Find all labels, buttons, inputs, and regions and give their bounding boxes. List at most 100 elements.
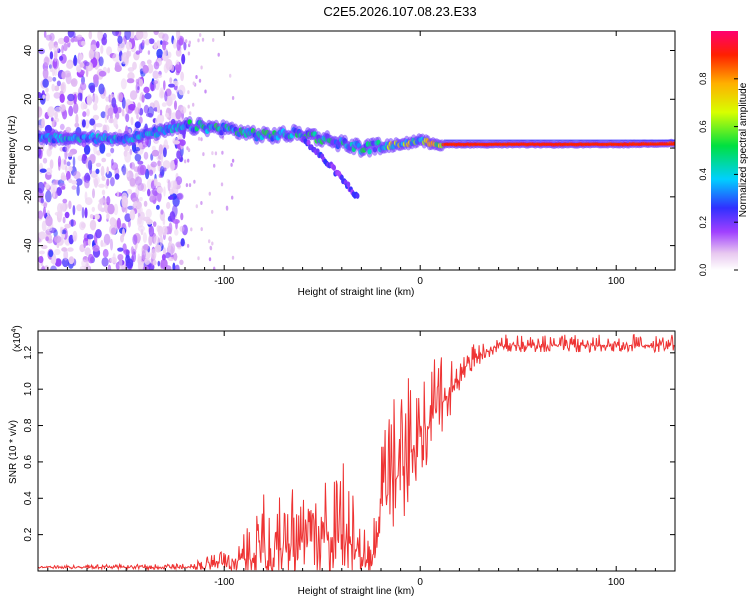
noise-speckle xyxy=(111,97,117,108)
noise-speckle xyxy=(51,253,57,265)
noise-speckle xyxy=(183,41,187,51)
noise-speckle xyxy=(65,203,68,210)
noise-speckle xyxy=(145,112,154,118)
noise-speckle xyxy=(59,226,63,234)
noise-speckle xyxy=(230,162,233,167)
noise-speckle xyxy=(127,72,135,81)
noise-speckle xyxy=(231,158,235,163)
noise-speckle xyxy=(50,117,54,122)
noise-speckle xyxy=(174,100,177,110)
noise-speckle xyxy=(141,31,148,40)
noise-speckle xyxy=(84,119,90,129)
colorbar-tick-label: 0.0 xyxy=(698,264,708,277)
noise-speckle xyxy=(79,82,87,91)
noise-speckle xyxy=(38,146,42,158)
noise-speckle xyxy=(127,205,135,210)
noise-speckle xyxy=(159,235,163,247)
noise-speckle xyxy=(153,178,157,187)
noise-speckle xyxy=(231,255,235,260)
noise-speckle xyxy=(151,149,160,157)
noise-speckle xyxy=(84,191,88,201)
noise-speckle xyxy=(212,38,215,42)
noise-speckle xyxy=(112,53,120,62)
noise-speckle xyxy=(105,152,112,157)
noise-speckle xyxy=(137,182,144,191)
noise-speckle xyxy=(220,182,224,187)
colorbar-tick-label: 0.2 xyxy=(698,216,708,229)
noise-speckle xyxy=(86,108,90,117)
noise-speckle xyxy=(156,186,164,194)
noise-speckle xyxy=(202,152,205,157)
noise-speckle xyxy=(43,56,50,67)
noise-speckle xyxy=(121,97,126,109)
noise-speckle xyxy=(105,96,109,102)
noise-speckle xyxy=(141,39,145,47)
noise-speckle xyxy=(172,38,177,49)
noise-speckle xyxy=(125,41,133,50)
noise-speckle xyxy=(42,94,46,100)
noise-speckle xyxy=(129,177,136,187)
noise-speckle xyxy=(106,166,109,175)
noise-speckle xyxy=(99,197,107,206)
noise-speckle xyxy=(57,155,62,167)
noise-speckle xyxy=(175,49,182,57)
noise-speckle xyxy=(62,198,68,204)
noise-speckle xyxy=(170,243,176,254)
noise-speckle xyxy=(109,217,116,227)
noise-speckle xyxy=(94,213,100,220)
noise-speckle xyxy=(134,147,141,152)
noise-speckle xyxy=(159,166,165,176)
noise-speckle xyxy=(221,150,224,155)
noise-speckle xyxy=(151,145,156,151)
noise-speckle xyxy=(185,39,188,44)
noise-speckle xyxy=(147,188,151,197)
noise-speckle xyxy=(168,236,173,242)
noise-speckle xyxy=(200,227,203,232)
noise-speckle xyxy=(169,77,173,84)
colorbar-tick-label: 0.8 xyxy=(698,73,708,86)
noise-speckle xyxy=(168,195,174,200)
noise-speckle xyxy=(198,78,202,83)
noise-speckle xyxy=(122,164,127,176)
noise-speckle xyxy=(88,49,95,60)
noise-speckle xyxy=(106,46,113,56)
noise-speckle xyxy=(231,96,235,100)
noise-speckle xyxy=(135,82,140,94)
noise-speckle xyxy=(38,231,46,240)
noise-speckle xyxy=(117,254,124,261)
noise-speckle xyxy=(143,244,149,251)
noise-speckle xyxy=(45,236,49,241)
noise-speckle xyxy=(167,179,171,192)
noise-speckle xyxy=(132,61,137,70)
noise-speckle xyxy=(66,61,73,69)
noise-speckle xyxy=(122,228,125,238)
noise-speckle xyxy=(148,225,155,237)
noise-speckle xyxy=(117,106,122,114)
x-tick-label: 100 xyxy=(608,577,625,588)
noise-speckle xyxy=(157,113,165,124)
y-tick-label: 20 xyxy=(23,93,34,105)
noise-speckle xyxy=(68,151,73,157)
noise-speckle xyxy=(98,70,107,77)
noise-speckle xyxy=(167,242,172,251)
noise-speckle xyxy=(53,44,59,53)
noise-speckle xyxy=(192,102,195,107)
noise-speckle xyxy=(170,93,176,101)
noise-speckle xyxy=(148,169,154,176)
noise-speckle xyxy=(159,109,163,116)
noise-speckle xyxy=(121,108,125,117)
noise-speckle xyxy=(138,206,143,214)
noise-speckle xyxy=(157,160,161,167)
noise-speckle xyxy=(152,80,159,85)
noise-speckle xyxy=(78,40,82,46)
noise-speckle xyxy=(175,176,183,185)
noise-speckle xyxy=(213,163,216,168)
noise-speckle xyxy=(52,187,56,199)
snr-scale-text: (x10 xyxy=(12,332,23,352)
noise-speckle xyxy=(84,207,88,219)
noise-speckle xyxy=(42,78,49,88)
noise-speckle xyxy=(161,225,168,236)
snr-frame xyxy=(37,330,676,572)
snr-xlabel: Height of straight line (km) xyxy=(298,586,415,597)
noise-speckle xyxy=(157,225,163,237)
